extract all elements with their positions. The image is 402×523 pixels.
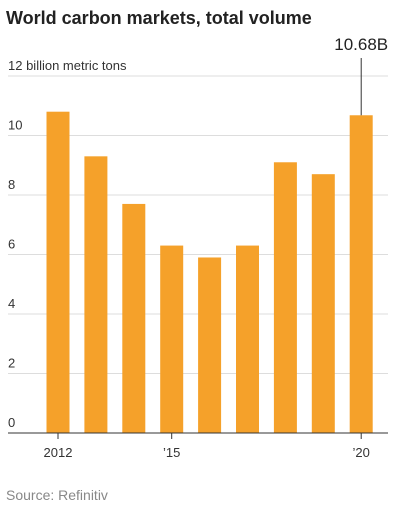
bar xyxy=(198,257,222,433)
bar xyxy=(160,245,184,433)
bar xyxy=(349,115,373,434)
y-tick-label: 12 billion metric tons xyxy=(8,58,127,73)
bar xyxy=(84,156,108,433)
bar xyxy=(122,203,146,433)
y-tick-label: 6 xyxy=(8,237,15,252)
chart-title: World carbon markets, total volume xyxy=(6,8,312,28)
bar xyxy=(46,111,70,433)
x-tick-label: ’15 xyxy=(163,445,180,460)
bar xyxy=(273,162,297,433)
bar xyxy=(311,174,335,434)
y-tick-label: 2 xyxy=(8,356,15,371)
y-tick-label: 4 xyxy=(8,296,15,311)
value-label: 10.68B xyxy=(334,35,388,54)
y-tick-label: 10 xyxy=(8,118,22,133)
y-tick-label: 0 xyxy=(8,415,15,430)
bar xyxy=(236,245,259,433)
x-tick-label: 2012 xyxy=(44,445,73,460)
y-tick-label: 8 xyxy=(8,177,15,192)
x-tick-label: ’20 xyxy=(353,445,370,460)
source: Source: Refinitiv xyxy=(6,487,108,503)
